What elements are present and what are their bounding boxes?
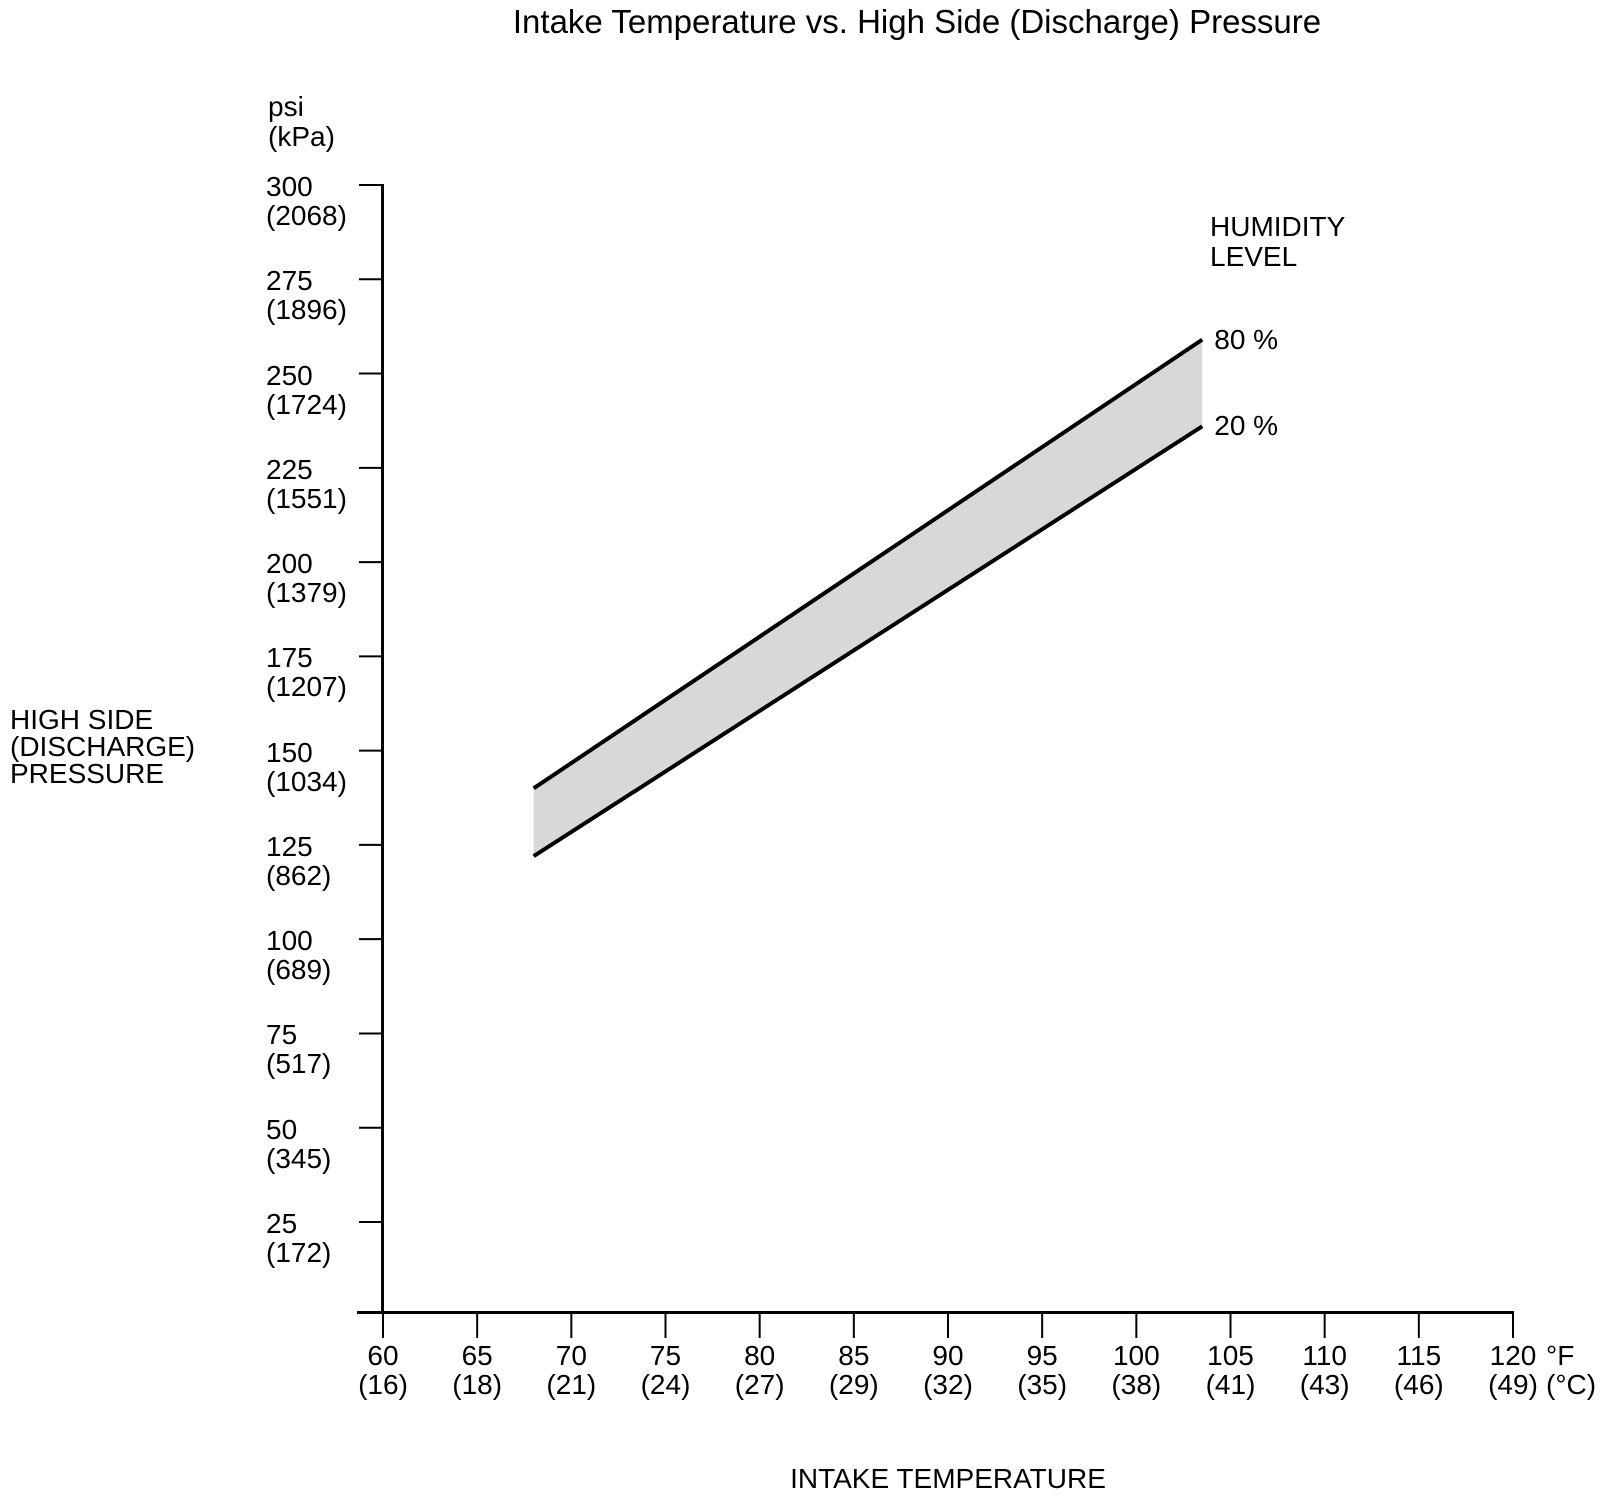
series-label-20-percent: 20 %: [1214, 410, 1279, 442]
y-tick-label-225: 225 (1551): [266, 453, 347, 514]
legend-title-line1: HUMIDITY: [1210, 211, 1346, 242]
humidity-band: [533, 339, 1203, 857]
x-axis-title: INTAKE TEMPERATURE: [790, 1463, 1106, 1494]
x-tick-label-115: 115 (46): [1393, 1340, 1444, 1400]
x-axis-unit: °F (°C): [1546, 1341, 1596, 1399]
humidity-line-80%: [532, 337, 1204, 791]
y-tick-label-200: 200 (1379): [266, 548, 347, 609]
x-axis-unit-c: (°C): [1546, 1369, 1597, 1400]
x-axis-unit-f: °F: [1546, 1340, 1575, 1371]
y-tick-label-250: 250 (1724): [266, 359, 347, 420]
y-axis-unit-psi: psi: [268, 91, 304, 122]
y-axis-title-line2: (DISCHARGE): [10, 731, 196, 762]
x-tick-label-65: 65 (18): [452, 1340, 503, 1400]
series-label-80-percent: 80 %: [1214, 323, 1279, 355]
x-tick-label-110: 110 (43): [1299, 1340, 1350, 1400]
y-axis-unit-kpa: (kPa): [268, 121, 335, 152]
x-tick-label-100: 100 (38): [1111, 1340, 1162, 1400]
legend-title: HUMIDITY LEVEL: [1210, 212, 1345, 272]
x-tick-label-85: 85 (29): [828, 1340, 879, 1400]
y-axis-title-line1: HIGH SIDE: [10, 704, 154, 735]
x-tick-label-120: 120 (49): [1488, 1340, 1538, 1400]
x-tick-label-105: 105 (41): [1205, 1340, 1256, 1400]
y-tick-label-175: 175 (1207): [266, 642, 347, 703]
chart-title: Intake Temperature vs. High Side (Discha…: [512, 3, 1322, 40]
y-axis-unit: psi (kPa): [268, 92, 335, 152]
y-tick-label-275: 275 (1896): [266, 265, 347, 326]
x-tick-label-90: 90 (32): [923, 1340, 973, 1400]
x-tick-label-60: 60 (16): [358, 1340, 408, 1400]
legend-title-line2: LEVEL: [1210, 241, 1298, 272]
humidity-line-20%: [532, 424, 1204, 858]
y-tick-label-100: 100 (689): [266, 925, 332, 986]
x-tick-label-75: 75 (24): [640, 1340, 691, 1400]
x-tick-label-70: 70 (21): [546, 1340, 597, 1400]
y-axis-title-line3: PRESSURE: [10, 758, 165, 789]
x-tick-label-95: 95 (35): [1017, 1340, 1068, 1400]
y-tick-label-75: 75 (517): [266, 1019, 332, 1080]
y-tick-label-25: 25 (172): [266, 1208, 332, 1268]
y-tick-label-125: 125 (862): [266, 830, 332, 891]
x-tick-label-80: 80 (27): [734, 1340, 785, 1400]
y-tick-label-50: 50 (345): [266, 1113, 332, 1174]
y-tick-label-300: 300 (2068): [266, 171, 347, 231]
y-tick-label-150: 150 (1034): [266, 736, 347, 797]
y-axis-title: HIGH SIDE (DISCHARGE) PRESSURE: [10, 704, 196, 789]
